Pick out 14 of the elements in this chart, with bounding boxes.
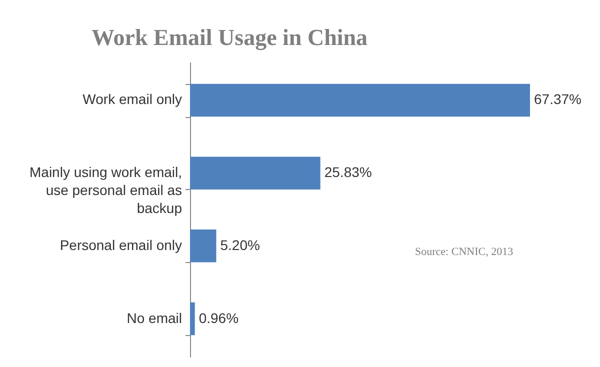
y-tick-label: No email xyxy=(126,310,182,326)
bar xyxy=(190,302,195,336)
data-label: 67.37% xyxy=(534,91,582,108)
data-label: 25.83% xyxy=(324,164,372,180)
bar xyxy=(190,156,320,190)
chart-title: Work Email Usage in China xyxy=(92,25,368,51)
bar xyxy=(190,230,216,262)
annotation: Source: CNNIC, 2013 xyxy=(415,246,514,258)
y-tick-label: Work email only xyxy=(82,91,182,108)
y-tick-label: Personal email only xyxy=(60,236,182,253)
data-label: 5.20% xyxy=(220,236,260,253)
data-label: 0.96% xyxy=(198,310,239,326)
y-tick-label: Mainly using work email, use personal email as backup xyxy=(30,164,182,216)
bar xyxy=(190,84,530,117)
